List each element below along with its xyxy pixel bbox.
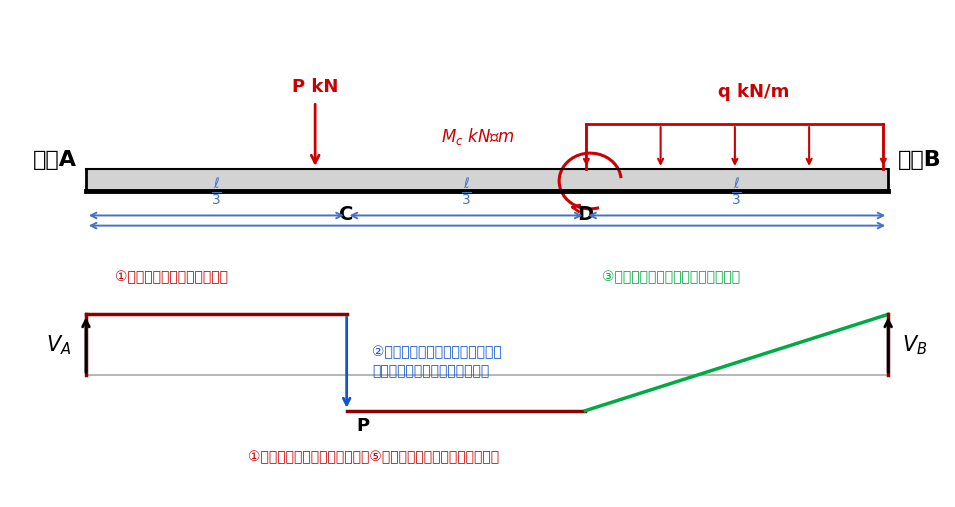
Text: ②集中荷重のところは階段になる
（大きさは集中荷重の大きさ）: ②集中荷重のところは階段になる （大きさは集中荷重の大きさ） [372, 345, 502, 378]
Text: D: D [578, 205, 593, 224]
Text: 支点B: 支点B [898, 150, 942, 170]
Text: P: P [356, 417, 370, 435]
Text: $\frac{\ell}{3}$: $\frac{\ell}{3}$ [211, 176, 222, 207]
Text: $M_c$ kN・m: $M_c$ kN・m [440, 126, 515, 148]
Text: ③等分布荷重のところは傾いた直線: ③等分布荷重のところは傾いた直線 [602, 270, 740, 284]
Text: ①荷重が働かない区間は水平　⑤モーメントのところは変化なし: ①荷重が働かない区間は水平 ⑤モーメントのところは変化なし [248, 450, 499, 464]
Text: P kN: P kN [292, 78, 338, 96]
Text: C: C [339, 205, 354, 224]
Text: $\frac{\ell}{3}$: $\frac{\ell}{3}$ [732, 176, 742, 207]
Bar [86, 169, 888, 191]
Text: $\frac{\ell}{3}$: $\frac{\ell}{3}$ [460, 176, 472, 207]
Text: q kN/m: q kN/m [718, 83, 790, 101]
Text: ①荷重が働かない区間は水平: ①荷重が働かない区間は水平 [115, 270, 227, 284]
Text: 支点A: 支点A [32, 150, 76, 170]
Text: $V_B$: $V_B$ [902, 333, 928, 356]
Text: $V_A$: $V_A$ [47, 333, 72, 356]
